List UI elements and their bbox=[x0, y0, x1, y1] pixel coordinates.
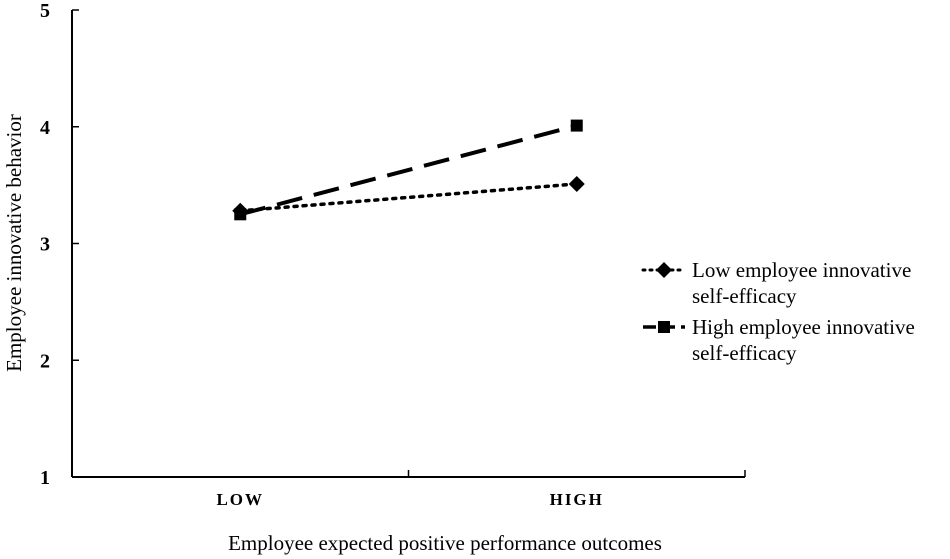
y-axis-title: Employee innovative behavior bbox=[2, 114, 26, 372]
legend-diamond-icon bbox=[656, 262, 672, 278]
series-line bbox=[238, 182, 579, 213]
legend: Low employee innovativeself-efficacyHigh… bbox=[641, 258, 915, 365]
x-axis-title: Employee expected positive performance o… bbox=[228, 531, 662, 555]
axes bbox=[71, 10, 745, 478]
legend-label: self-efficacy bbox=[692, 341, 797, 365]
y-tick-label: 5 bbox=[40, 0, 50, 22]
y-tick-label: 3 bbox=[40, 234, 50, 256]
square-data-point bbox=[570, 119, 583, 132]
series-2 bbox=[234, 119, 583, 221]
x-tick-label: LOW bbox=[216, 490, 264, 509]
y-tick-label: 1 bbox=[40, 467, 50, 489]
legend-label: self-efficacy bbox=[692, 284, 797, 308]
y-tick-label: 2 bbox=[40, 350, 50, 372]
diamond-data-point bbox=[568, 175, 585, 192]
series-line bbox=[239, 123, 578, 217]
legend-label: High employee innovative bbox=[692, 315, 915, 339]
square-data-point bbox=[234, 208, 247, 221]
legend-label: Low employee innovative bbox=[692, 258, 911, 282]
legend-square-icon bbox=[658, 321, 670, 333]
series-1 bbox=[232, 175, 585, 219]
y-tick-label: 4 bbox=[40, 117, 50, 139]
x-tick-label: HIGH bbox=[550, 490, 604, 509]
